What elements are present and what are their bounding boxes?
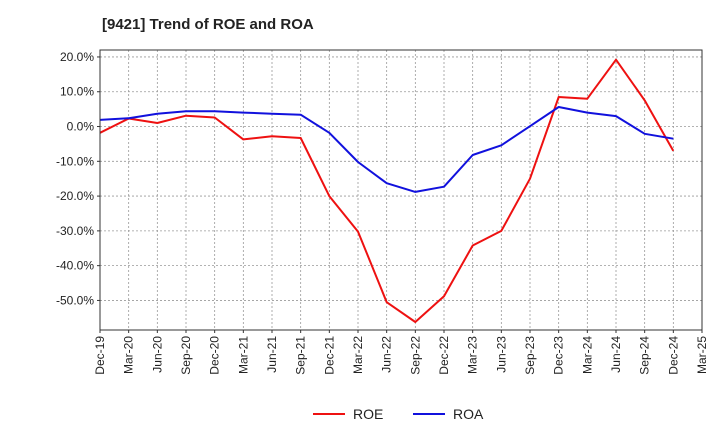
- x-tick-label: Dec-20: [208, 336, 222, 375]
- grid-layer: [100, 50, 702, 330]
- x-tick-label: Mar-23: [466, 336, 480, 374]
- x-tick-label: Dec-24: [666, 336, 680, 375]
- x-tick-label: Sep-20: [179, 336, 193, 375]
- x-tick-label: Dec-22: [437, 336, 451, 375]
- x-tick-label: Jun-22: [380, 336, 394, 373]
- x-tick-label: Sep-23: [523, 336, 537, 375]
- y-tick-label: -40.0%: [56, 259, 94, 273]
- series-line-roa: [99, 106, 674, 193]
- legend: ROE ROA: [313, 406, 484, 422]
- plot-frame: [99, 49, 703, 331]
- y-tick-label: 0.0%: [67, 120, 95, 134]
- x-tick-label: Dec-19: [93, 336, 107, 375]
- x-tick-label: Jun-23: [494, 336, 508, 373]
- x-axis-ticks: Dec-19 Mar-20 Jun-20 Sep-20 Dec-20 Mar-21 Jun-…: [93, 330, 709, 375]
- x-tick-label: Mar-22: [351, 336, 365, 374]
- y-tick-label: 10.0%: [60, 85, 94, 99]
- legend-label-roe: ROE: [353, 406, 383, 422]
- x-tick-label: Sep-22: [408, 336, 422, 375]
- x-tick-label: Mar-25: [695, 336, 709, 374]
- x-tick-label: Sep-21: [294, 336, 308, 375]
- y-tick-label: -50.0%: [56, 293, 94, 307]
- x-tick-label: Dec-21: [322, 336, 336, 375]
- x-tick-label: Jun-21: [265, 336, 279, 373]
- x-tick-label: Dec-23: [552, 336, 566, 375]
- y-tick-label: -10.0%: [56, 154, 94, 168]
- x-tick-label: Mar-20: [122, 336, 136, 374]
- x-tick-label: Jun-24: [609, 336, 623, 373]
- series-layer: [99, 58, 675, 323]
- chart-title: [9421] Trend of ROE and ROA: [102, 16, 314, 33]
- y-tick-label: 20.0%: [60, 50, 94, 64]
- y-tick-label: -30.0%: [56, 224, 94, 238]
- y-axis-ticks: 20.0% 10.0% 0.0% -10.0% -20.0% -30.0% -40.0% -5…: [56, 50, 100, 307]
- x-tick-label: Sep-24: [638, 336, 652, 375]
- x-tick-label: Jun-20: [150, 336, 164, 373]
- y-tick-label: -20.0%: [56, 189, 94, 203]
- series-line-roe: [99, 58, 675, 323]
- legend-label-roa: ROA: [453, 406, 484, 422]
- x-tick-label: Mar-24: [580, 336, 594, 374]
- x-tick-label: Mar-21: [236, 336, 250, 374]
